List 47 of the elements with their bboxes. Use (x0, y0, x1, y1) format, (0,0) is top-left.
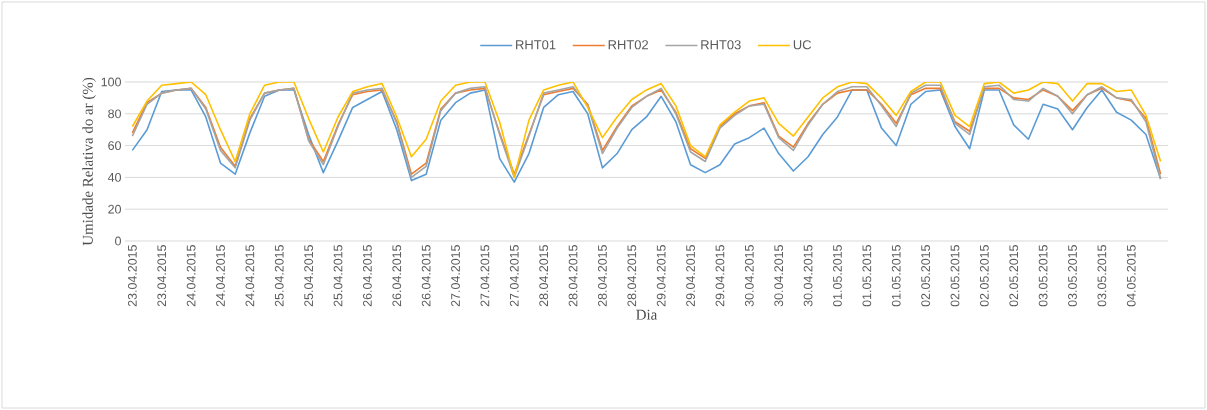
x-tick-label: 24.04.2015 (216, 245, 225, 307)
legend-label: UC (793, 40, 812, 50)
x-tick-label: 03.05.2015 (1068, 245, 1077, 307)
x-axis-title: Dia (636, 309, 658, 320)
x-tick-label: 27.04.2015 (480, 245, 490, 307)
x-tick-label: 29.04.2015 (686, 245, 695, 307)
y-tick-label: 20 (108, 204, 121, 214)
x-tick-label: 30.04.2015 (774, 245, 784, 307)
y-tick-label: 60 (108, 141, 121, 151)
x-tick-label: 02.05.2015 (979, 245, 989, 307)
y-tick-label: 0 (115, 236, 121, 246)
x-tick-label: 26.04.2015 (421, 245, 431, 307)
legend-label: RHT01 (516, 40, 556, 50)
x-tick-label: 27.04.2015 (509, 245, 519, 307)
x-tick-label: 04.05.2015 (1126, 245, 1136, 307)
x-tick-label: 02.05.2015 (1009, 245, 1019, 307)
x-tick-label: 26.04.2015 (392, 245, 402, 307)
x-tick-label: 28.04.2015 (598, 245, 607, 307)
x-tick-label: 28.04.2015 (568, 245, 578, 307)
x-tick-label: 25.04.2015 (274, 245, 284, 307)
x-tick-label: 30.04.2015 (744, 245, 754, 307)
x-tick-label: 30.04.2015 (803, 245, 813, 307)
x-tick-label: 02.05.2015 (950, 245, 960, 307)
x-tick-label: 26.04.2015 (362, 245, 372, 307)
x-tick-label: 01.05.2015 (891, 245, 901, 307)
x-tick-label: 29.04.2015 (656, 245, 666, 307)
x-tick-label: 23.04.2015 (157, 245, 167, 307)
y-axis-title: Umidade Relativa do ar (%) (82, 77, 96, 246)
x-tick-label: 29.04.2015 (715, 245, 725, 307)
x-tick-label: 02.05.2015 (921, 245, 930, 307)
x-tick-label: 01.05.2015 (862, 245, 872, 307)
x-tick-label: 23.04.2015 (127, 245, 137, 307)
y-tick-label: 40 (107, 173, 121, 182)
legend-label: RHT03 (701, 40, 741, 50)
x-tick-label: 28.04.2015 (539, 245, 549, 307)
x-tick-label: 24.04.2015 (186, 245, 196, 307)
legend-label: RHT02 (608, 40, 648, 50)
x-tick-label: 25.04.2015 (333, 245, 343, 307)
x-tick-label: 03.05.2015 (1038, 245, 1048, 307)
x-tick-label: 27.04.2015 (451, 245, 460, 307)
x-tick-label: 28.04.2015 (627, 245, 637, 307)
x-tick-label: 01.05.2015 (833, 245, 842, 307)
y-tick-label: 100 (101, 77, 121, 87)
y-tick-label: 80 (108, 109, 121, 119)
x-tick-label: 03.05.2015 (1097, 245, 1107, 307)
x-tick-label: 24.04.2015 (245, 245, 255, 307)
x-tick-label: 25.04.2015 (304, 245, 314, 307)
